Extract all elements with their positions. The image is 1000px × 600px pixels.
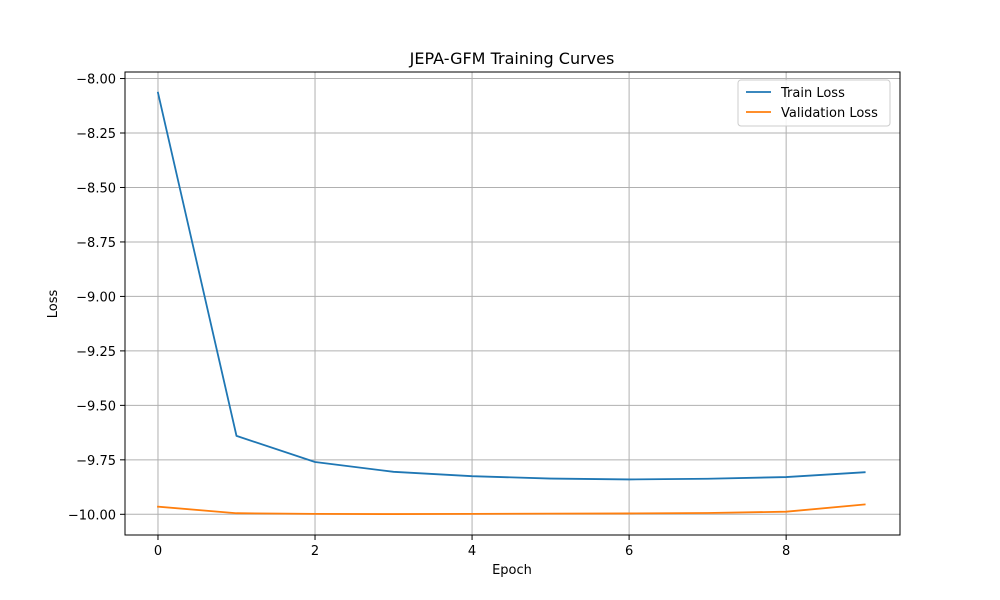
series-line-train-loss	[156, 91, 866, 481]
x-tick-label: 6	[625, 544, 633, 559]
y-tick-label: −9.25	[76, 345, 116, 360]
legend: Train Loss Validation Loss	[737, 79, 891, 127]
x-tick-label: 2	[311, 544, 319, 559]
y-tick-label: −8.00	[76, 73, 116, 88]
y-axis-label: Loss	[46, 290, 61, 319]
y-tick-label: −9.00	[76, 290, 116, 305]
y-tick-label: −10.00	[68, 508, 116, 523]
x-tick-label: 8	[782, 544, 790, 559]
chart-title: JEPA-GFM Training Curves	[409, 49, 615, 68]
legend-box	[737, 79, 891, 127]
axis-ticks: 0 2 4 6 8 −8.00 −8.25 −8.50 −8.75 −9.00 −9.25 −9.50…	[68, 73, 790, 559]
legend-entry: Validation Loss	[781, 106, 878, 121]
legend-entry: Train Loss	[780, 86, 845, 101]
y-tick-label: −8.25	[76, 127, 116, 142]
y-tick-label: −8.75	[76, 236, 116, 251]
y-tick-label: −9.75	[76, 454, 116, 469]
series-line-validation-loss	[157, 503, 866, 515]
x-tick-label: 4	[468, 544, 476, 559]
x-axis-label: Epoch	[492, 563, 532, 578]
x-tick-label: 0	[154, 544, 162, 559]
y-tick-label: −9.50	[76, 399, 116, 414]
plot-frame	[124, 71, 901, 536]
y-tick-label: −8.50	[76, 181, 116, 196]
series-layer	[156, 91, 866, 515]
